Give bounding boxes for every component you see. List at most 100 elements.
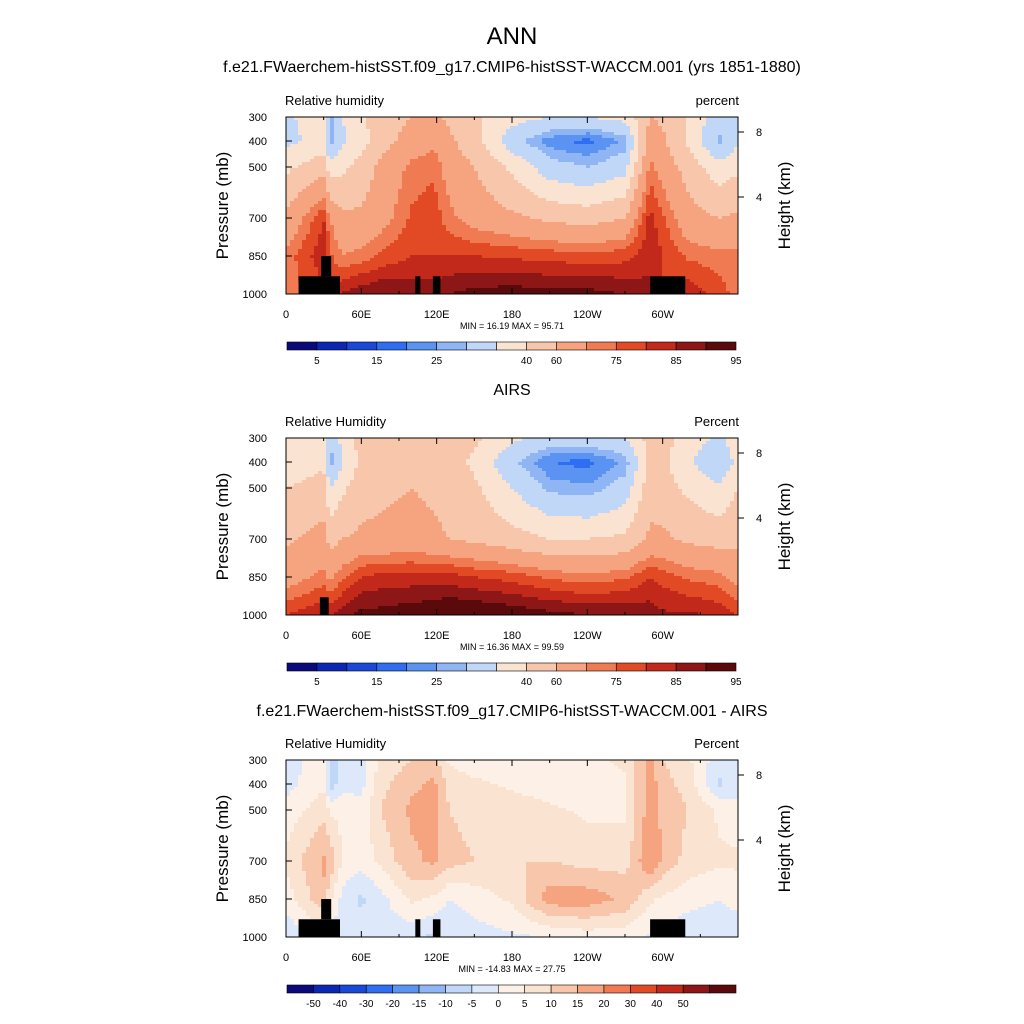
field-cell — [462, 126, 467, 130]
field-cell — [454, 156, 459, 160]
field-cell — [374, 216, 379, 220]
field-cell — [642, 150, 647, 154]
field-cell — [622, 147, 627, 151]
field-cell — [438, 135, 443, 139]
field-cell — [542, 138, 547, 142]
field-cell — [394, 177, 399, 181]
field-cell — [562, 237, 567, 241]
field-cell — [566, 243, 571, 247]
field-cell — [710, 174, 715, 178]
field-cell — [342, 207, 347, 211]
field-cell — [438, 171, 443, 175]
field-cell — [722, 192, 727, 196]
field-cell — [566, 234, 571, 238]
field-cell — [470, 204, 475, 208]
field-cell — [570, 153, 575, 157]
field-cell — [682, 150, 687, 154]
field-cell — [590, 171, 595, 175]
field-cell — [642, 120, 647, 124]
field-cell — [502, 171, 507, 175]
field-cell — [534, 144, 539, 148]
field-cell — [634, 129, 639, 133]
field-cell — [346, 201, 351, 205]
field-cell — [598, 219, 603, 223]
field-cell — [362, 234, 367, 238]
field-cell — [594, 129, 599, 133]
field-cell — [626, 201, 631, 205]
field-cell — [646, 246, 651, 250]
field-cell — [498, 246, 503, 250]
field-cell — [590, 141, 595, 145]
field-cell — [574, 147, 579, 151]
field-cell — [442, 213, 447, 217]
field-cell — [658, 183, 663, 187]
field-cell — [302, 177, 307, 181]
field-cell — [470, 126, 475, 130]
field-cell — [566, 144, 571, 148]
field-cell — [474, 126, 479, 130]
field-cell — [626, 120, 631, 124]
field-cell — [686, 144, 691, 148]
field-cell — [294, 162, 299, 166]
field-cell — [478, 159, 483, 163]
field-cell — [530, 234, 535, 238]
field-cell — [450, 135, 455, 139]
field-cell — [718, 186, 723, 190]
field-cell — [698, 195, 703, 199]
field-cell — [362, 198, 367, 202]
field-cell — [466, 231, 471, 235]
field-cell — [522, 210, 527, 214]
field-cell — [418, 216, 423, 220]
field-cell — [582, 174, 587, 178]
field-cell — [314, 225, 319, 229]
field-cell — [590, 156, 595, 160]
field-cell — [378, 183, 383, 187]
field-cell — [634, 171, 639, 175]
field-cell — [690, 237, 695, 241]
field-cell — [366, 165, 371, 169]
field-cell — [694, 156, 699, 160]
field-cell — [678, 165, 683, 169]
field-cell — [370, 234, 375, 238]
field-cell — [546, 150, 551, 154]
field-cell — [530, 204, 535, 208]
field-cell — [490, 120, 495, 124]
field-cell — [686, 138, 691, 142]
field-cell — [502, 177, 507, 181]
field-cell — [698, 168, 703, 172]
field-cell — [590, 195, 595, 199]
field-cell — [302, 234, 307, 238]
field-cell — [618, 180, 623, 184]
field-cell — [726, 231, 731, 235]
field-cell — [534, 234, 539, 238]
field-cell — [686, 192, 691, 196]
field-cell — [546, 126, 551, 130]
field-cell — [726, 135, 731, 139]
field-cell — [366, 210, 371, 214]
field-cell — [350, 186, 355, 190]
field-cell — [390, 135, 395, 139]
field-cell — [730, 237, 735, 241]
field-cell — [646, 141, 651, 145]
field-cell — [718, 222, 723, 226]
field-cell — [470, 207, 475, 211]
field-cell — [286, 237, 291, 241]
field-cell — [418, 159, 423, 163]
field-cell — [326, 171, 331, 175]
field-cell — [286, 129, 291, 133]
field-cell — [634, 234, 639, 238]
field-cell — [434, 144, 439, 148]
field-cell — [662, 144, 667, 148]
field-cell — [334, 117, 339, 121]
field-cell — [330, 117, 335, 121]
field-cell — [666, 150, 671, 154]
field-cell — [650, 183, 655, 187]
field-cell — [290, 174, 295, 178]
field-cell — [606, 165, 611, 169]
field-cell — [334, 216, 339, 220]
field-cell — [466, 165, 471, 169]
field-cell — [514, 144, 519, 148]
field-cell — [662, 210, 667, 214]
field-cell — [522, 171, 527, 175]
field-cell — [330, 228, 335, 232]
